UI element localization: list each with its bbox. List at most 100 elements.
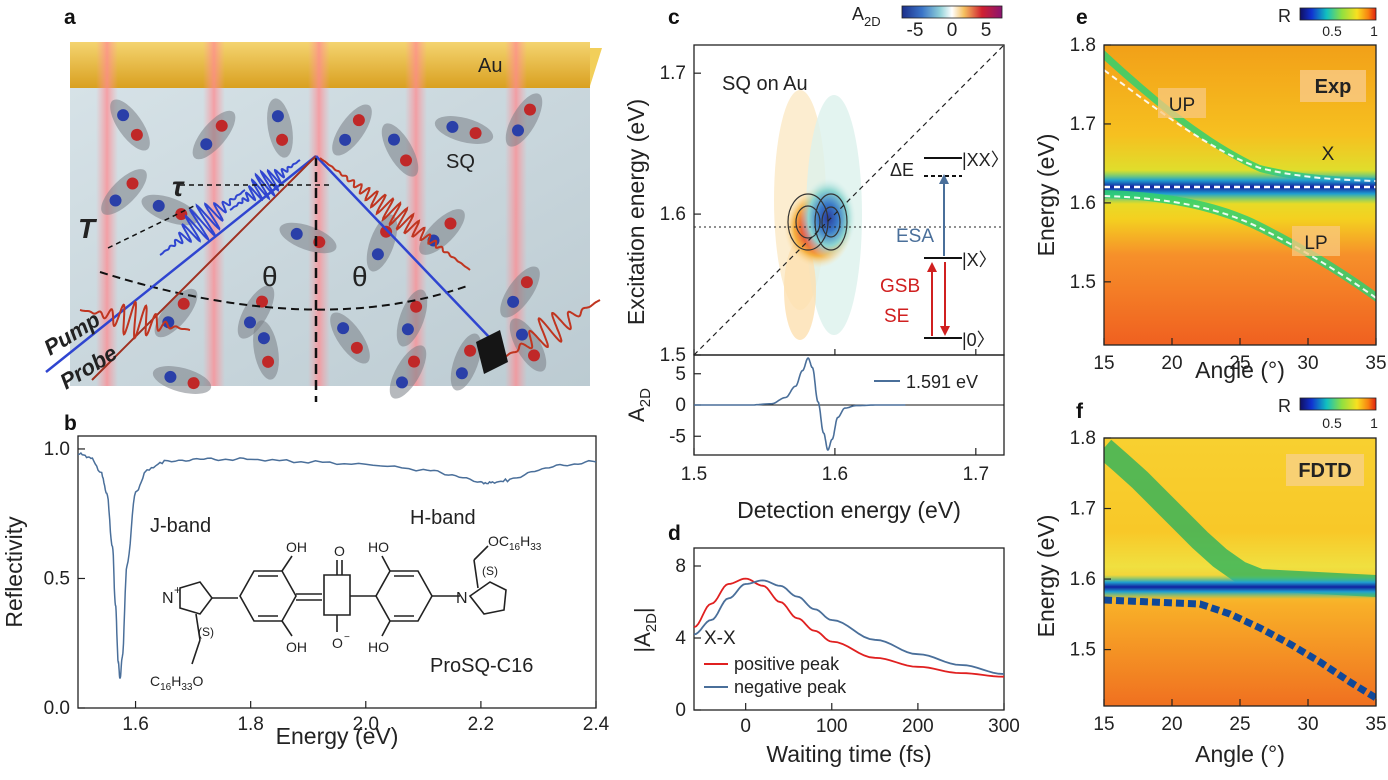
legend-neg: negative peak bbox=[734, 677, 847, 697]
dipole bbox=[500, 266, 540, 318]
y-tick-label: 1.7 bbox=[1070, 499, 1096, 520]
mol-ho-2: HO bbox=[368, 639, 389, 655]
dipole-negative bbox=[337, 322, 350, 335]
xlabel-f: Angle (°) bbox=[1195, 741, 1285, 767]
dipole-positive bbox=[187, 377, 200, 390]
dipole bbox=[396, 289, 428, 347]
colorbar-r-f bbox=[1299, 397, 1377, 411]
cb-tick: 5 bbox=[981, 20, 992, 41]
x-tick-label: 30 bbox=[1297, 714, 1318, 735]
dipole bbox=[450, 333, 482, 391]
y-tick-label: 0 bbox=[675, 395, 686, 416]
x-tick-label: 1.8 bbox=[237, 714, 263, 735]
axes-d: 0 100 200 300 0 4 8 bbox=[675, 556, 1019, 737]
exp-tag-bg bbox=[1300, 70, 1366, 102]
xlabel-c: Detection energy (eV) bbox=[737, 497, 961, 523]
up-label-bg bbox=[1158, 88, 1206, 118]
dipole-molecules bbox=[101, 93, 547, 399]
x-tick-label: 2.4 bbox=[583, 714, 610, 735]
dipole bbox=[152, 366, 212, 394]
hband-label: H-band bbox=[410, 507, 476, 529]
y-tick-label: 0.5 bbox=[44, 568, 70, 589]
dipole-negative bbox=[396, 376, 408, 389]
x-tick-label: 100 bbox=[816, 716, 848, 737]
x-tick-label: 25 bbox=[1229, 714, 1250, 735]
x-tick-label: 1.7 bbox=[963, 464, 989, 485]
ylabel-b: Reflectivity bbox=[1, 516, 27, 628]
x-tick-label: 30 bbox=[1297, 353, 1318, 374]
dipole-negative bbox=[152, 199, 165, 212]
panel-a: a Au SQ τ T θ θ Pump Probe bbox=[39, 6, 602, 402]
panel-f: f R 0.5 1 15 20 25 30 35 1.5 1.6 1.7 1.8 FDTD En… bbox=[1033, 396, 1387, 767]
jband-label: J-band bbox=[150, 515, 211, 537]
dipole bbox=[192, 110, 236, 160]
inset-title-c: SQ on Au bbox=[722, 73, 808, 95]
reflectivity-line bbox=[77, 451, 597, 680]
mol-chain-1: C16H33O bbox=[150, 673, 204, 693]
dipole-negative bbox=[516, 328, 528, 341]
mol-ho-1: HO bbox=[368, 539, 389, 555]
dipole-positive bbox=[177, 297, 190, 310]
y-tick-label: 1.6 bbox=[1070, 569, 1096, 590]
x-tick-label: 35 bbox=[1365, 353, 1386, 374]
y-tick-label: 1.7 bbox=[660, 63, 686, 84]
film-label: SQ bbox=[446, 151, 475, 173]
probe-pulse bbox=[79, 300, 191, 340]
y-tick-label: -5 bbox=[669, 426, 686, 447]
cb-tick: 0.5 bbox=[1322, 23, 1342, 39]
y-tick-label: 1.6 bbox=[660, 204, 686, 225]
theta-right: θ bbox=[352, 261, 368, 292]
y-tick-label: 1.7 bbox=[1070, 114, 1096, 135]
panel-c: c A2D -5 0 5 1.5 1.6 1.7 SQ on Au Excitati… bbox=[623, 4, 1009, 523]
x-tick-label: 200 bbox=[902, 716, 934, 737]
cb-tick: 0 bbox=[947, 20, 958, 41]
detector-icon bbox=[476, 330, 508, 374]
mol-oh-1: OH bbox=[286, 539, 307, 555]
level-ground: |0〉 bbox=[962, 330, 995, 350]
mol-stereo-2: (S) bbox=[482, 564, 498, 578]
dipole-negative bbox=[339, 133, 352, 146]
axes-f: 15 20 25 30 35 1.5 1.6 1.7 1.8 bbox=[1070, 428, 1387, 735]
x-tick-label: 1.6 bbox=[122, 714, 148, 735]
dipole bbox=[101, 169, 147, 215]
molecule-name: ProSQ-C16 bbox=[430, 655, 533, 677]
x-tick-label: 2.2 bbox=[468, 714, 494, 735]
y-tick-label: 0 bbox=[675, 700, 686, 721]
plot-frame-b bbox=[77, 435, 597, 709]
dipole bbox=[381, 123, 419, 177]
tau-label: τ bbox=[172, 171, 185, 202]
cb-title-c: A2D bbox=[852, 4, 881, 29]
dipole-positive bbox=[126, 177, 139, 190]
cb-tick: 1 bbox=[1370, 415, 1378, 431]
ylabel-d: |A2D| bbox=[630, 607, 660, 652]
panel-label-a: a bbox=[64, 6, 76, 29]
x-tick-label: 15 bbox=[1093, 353, 1114, 374]
dipole-negative bbox=[371, 248, 384, 261]
x-tick-label: 25 bbox=[1229, 353, 1250, 374]
panel-label-b: b bbox=[64, 412, 77, 435]
x-tick-label: 1.5 bbox=[681, 464, 707, 485]
ylabel-f: Energy (eV) bbox=[1033, 515, 1059, 638]
x-tick-label: 20 bbox=[1161, 353, 1182, 374]
dipole-negative bbox=[200, 138, 213, 151]
mol-oh-2: OH bbox=[286, 639, 307, 655]
y-tick-label: 0.0 bbox=[44, 698, 70, 719]
panel-b: b 1.6 1.8 2.0 2.2 2.4 0.0 0.5 1.0 J-band H-band… bbox=[1, 412, 610, 749]
xlabel-e: Angle (°) bbox=[1195, 357, 1285, 383]
y-tick-label: 1.6 bbox=[1070, 193, 1096, 214]
panel-label-e: e bbox=[1076, 6, 1088, 29]
level-xx: |XX〉 bbox=[962, 150, 1009, 170]
mol-o-keto: O bbox=[334, 543, 345, 559]
dipole bbox=[505, 93, 543, 147]
se-label: SE bbox=[884, 306, 909, 327]
x-tick-label: 35 bbox=[1365, 714, 1386, 735]
y-tick-label: 1.8 bbox=[1070, 428, 1096, 449]
ylabel-e: Energy (eV) bbox=[1033, 134, 1059, 257]
dipole-positive bbox=[469, 127, 482, 140]
x-tick-label: 20 bbox=[1161, 714, 1182, 735]
dipole-positive bbox=[130, 128, 143, 141]
mol-n-plus: N bbox=[162, 590, 174, 607]
exp-tag: Exp bbox=[1315, 76, 1352, 98]
lp-label: LP bbox=[1304, 233, 1327, 254]
